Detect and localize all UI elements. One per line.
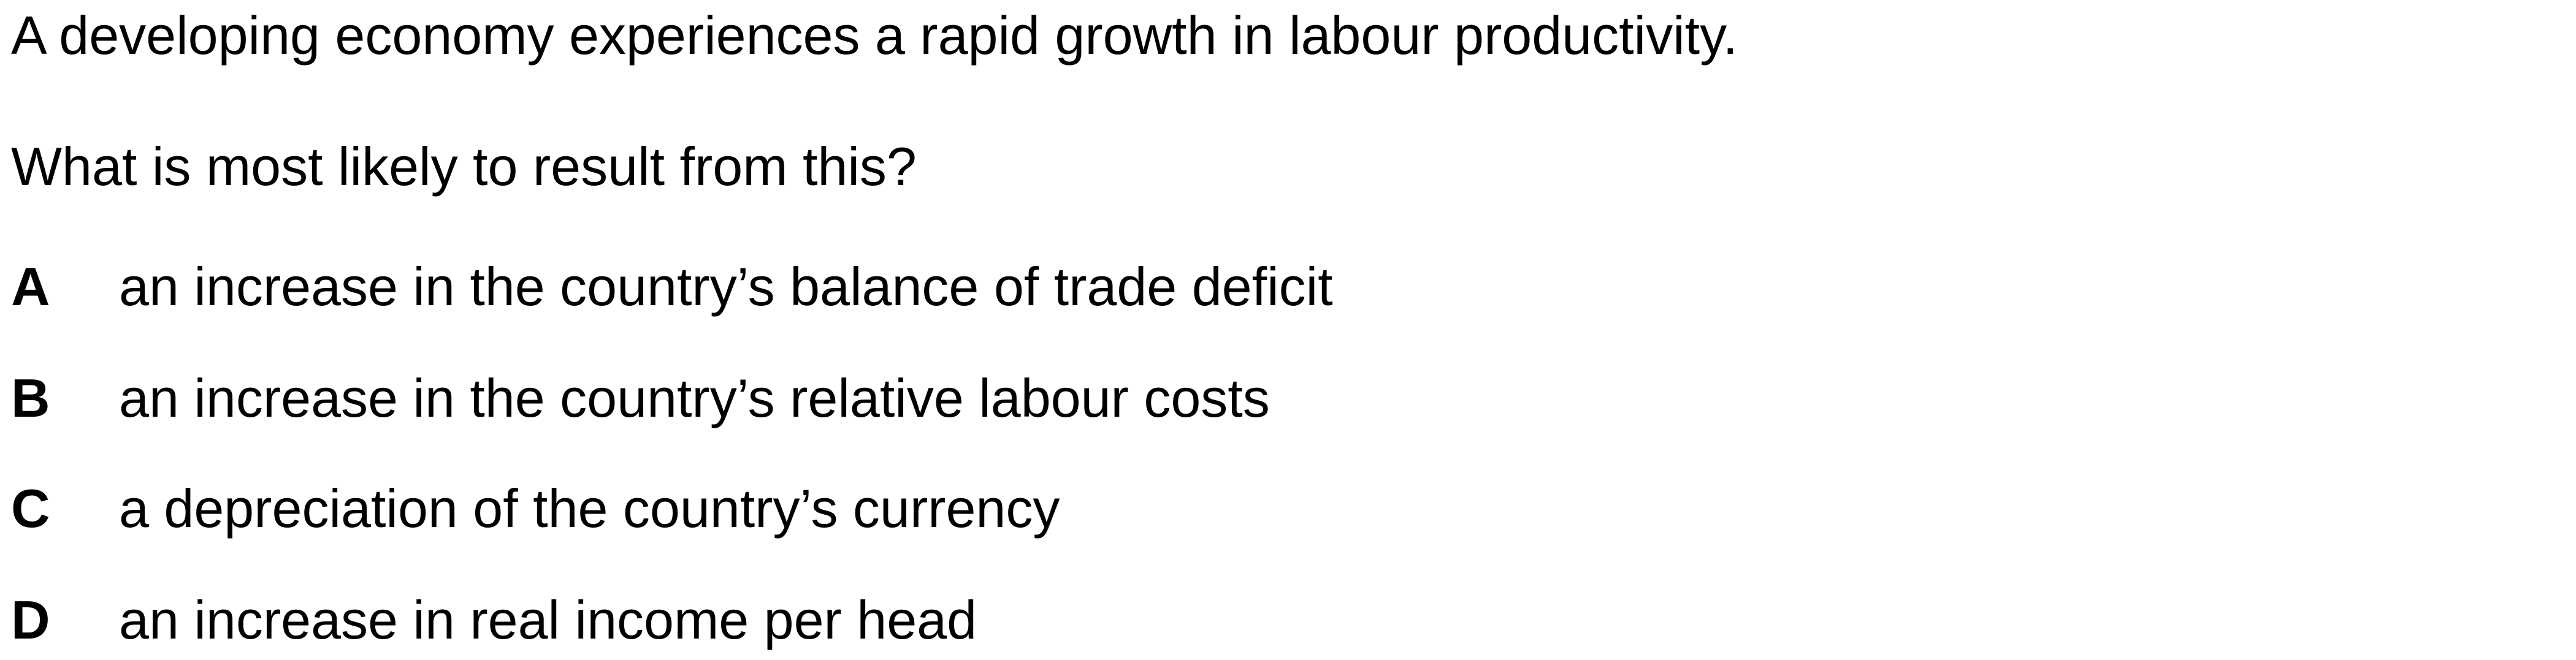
option-text: an increase in the country’s balance of … [119, 256, 1333, 317]
option-letter: B [11, 368, 50, 428]
option-letter: A [11, 256, 50, 317]
option-text: an increase in real income per head [119, 590, 977, 650]
option-text: a depreciation of the country’s currency [119, 478, 1060, 539]
question-stem: A developing economy experiences a rapid… [11, 5, 1738, 66]
option-text: an increase in the country’s relative la… [119, 368, 1270, 428]
question-prompt: What is most likely to result from this? [11, 136, 917, 197]
option-letter: C [11, 478, 50, 539]
option-letter: D [11, 590, 50, 650]
